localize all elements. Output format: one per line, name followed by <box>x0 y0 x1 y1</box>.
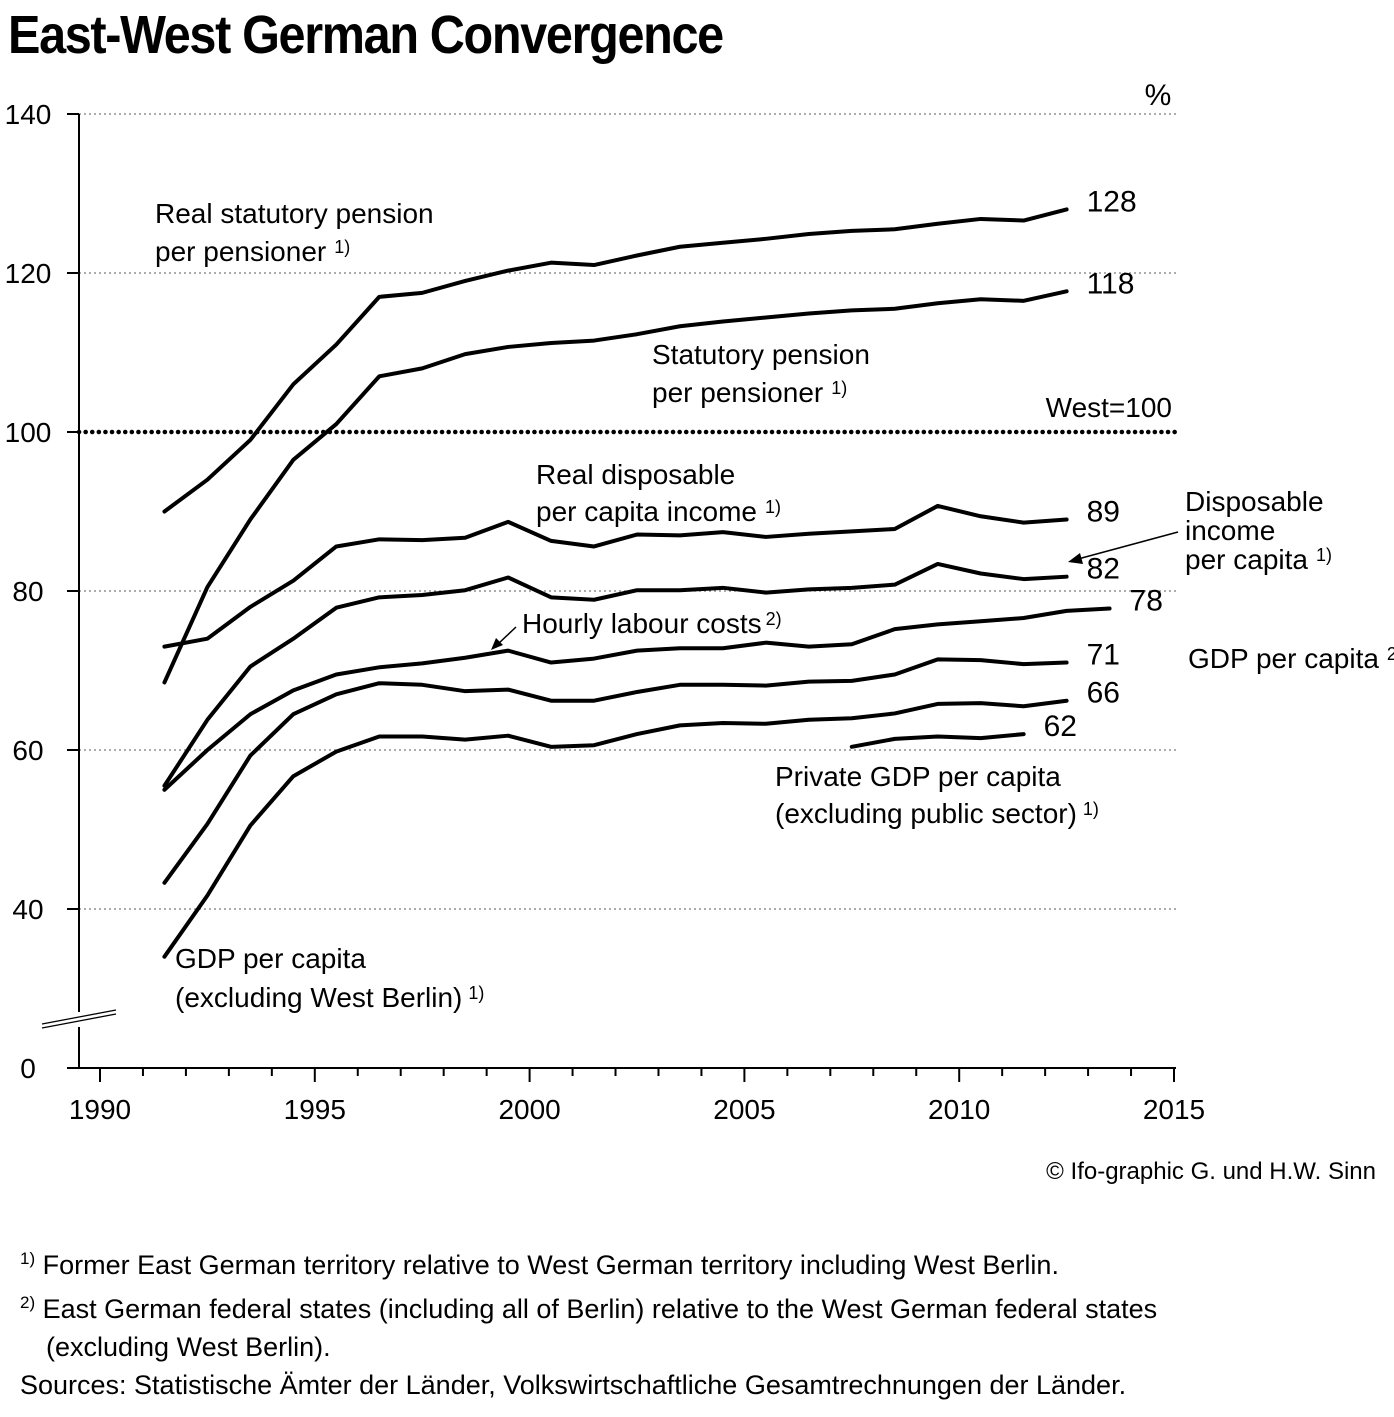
y-tick-label: 60 <box>12 735 43 766</box>
end-label-private-gdp-per-capita-excluding-public-sector: 62 <box>1044 710 1077 743</box>
y-tick-label: 100 <box>5 417 52 448</box>
arrow-hourly-head <box>491 638 503 650</box>
sources: Sources: Statistische Ämter der Länder, … <box>20 1370 1127 1400</box>
series-line-real-statutory-pension-per-pensioner <box>162 207 1069 514</box>
x-axis-ticks: 1990 1995 2000 2005 2010 2015 <box>69 1068 1205 1125</box>
series-annotations: Real statutory pension per pensioner 1) S… <box>155 198 1394 1013</box>
footnote-marker: 1) <box>334 237 350 257</box>
axis-break-mark-upper <box>41 1009 117 1025</box>
annotation-disposable-2: income <box>1185 515 1275 546</box>
footnote-1: 1) Former East German territory relative… <box>20 1249 1059 1280</box>
end-label-statutory-pension-per-pensioner: 118 <box>1087 267 1135 300</box>
series-end-labels: 128 118 89 82 78 71 66 62 <box>1044 185 1163 743</box>
annotation-disposable-3: per capita 1) <box>1185 544 1332 575</box>
y-tick-label: 140 <box>5 99 52 130</box>
annotation-disposable: Disposable <box>1185 486 1324 517</box>
arrow-disposable-head <box>1068 553 1083 564</box>
footnotes: 1) Former East German territory relative… <box>20 1240 1380 1404</box>
footnote-marker: 1) <box>831 378 847 398</box>
series-line-statutory-pension-per-pensioner <box>162 289 1069 685</box>
end-label-gdp-per-capita-excluding-west-berlin: 66 <box>1087 677 1120 710</box>
annotation-pension-2: per pensioner 1) <box>652 377 847 408</box>
axes <box>41 114 1176 1069</box>
y-unit-label: % <box>1145 79 1172 112</box>
annotation-real-pension: Real statutory pension <box>155 198 434 229</box>
chart-title: East-West German Convergence <box>8 5 724 65</box>
annotation-real-pension-2: per pensioner 1) <box>155 236 350 267</box>
y-tick-label: 120 <box>5 258 52 289</box>
data-series <box>162 207 1112 959</box>
x-tick-label: 2010 <box>928 1094 990 1125</box>
x-tick-label: 2000 <box>498 1094 560 1125</box>
y-tick-label: 0 <box>20 1053 36 1084</box>
footnote-marker: 1) <box>1083 799 1099 819</box>
y-tick-label: 40 <box>12 894 43 925</box>
copyright-credit: © Ifo-graphic G. und H.W. Sinn <box>1046 1158 1376 1185</box>
footnote-marker: 2) <box>1387 644 1394 664</box>
y-tick-label: 80 <box>12 576 43 607</box>
end-label-gdp-per-capita: 71 <box>1087 639 1120 672</box>
x-tick-label: 2015 <box>1143 1094 1205 1125</box>
footnote-2: 2) East German federal states (including… <box>20 1293 1158 1324</box>
annotation-gdp-excl-west-berlin-2: (excluding West Berlin) 1) <box>175 982 484 1013</box>
axis-break-mark-lower <box>41 1013 117 1029</box>
annotation-pension: Statutory pension <box>652 339 870 370</box>
footnote-2-continued: (excluding West Berlin). <box>46 1332 331 1362</box>
footnote-marker: 1) <box>765 497 781 517</box>
footnote-marker: 1) <box>468 983 484 1003</box>
series-line-gdp-per-capita <box>162 657 1069 885</box>
line-chart: 0 40 60 80 100 120 140 1990 1995 2000 2005 2010 201… <box>5 79 1394 1185</box>
end-label-hourly-labour-costs: 78 <box>1130 584 1163 617</box>
annotation-gdp-excl-west-berlin: GDP per capita <box>175 943 366 974</box>
annotation-hourly-labour: Hourly labour costs 2) <box>522 608 782 639</box>
arrow-disposable-line <box>1077 531 1179 560</box>
reference-line-label: West=100 <box>1046 392 1172 423</box>
end-label-disposable-income-per-capita: 82 <box>1087 553 1120 586</box>
footnote-marker: 2) <box>766 609 782 629</box>
annotation-private-gdp-2: (excluding public sector) 1) <box>775 798 1099 829</box>
end-label-real-statutory-pension-per-pensioner: 128 <box>1087 185 1137 218</box>
y-axis-ticks: 0 40 60 80 100 120 140 <box>5 99 79 1084</box>
x-tick-label: 1995 <box>284 1094 346 1125</box>
end-label-real-disposable-per-capita-income: 89 <box>1087 495 1120 528</box>
series-line-gdp-per-capita-excluding-west-berlin <box>162 698 1069 959</box>
series-line-real-disposable-per-capita-income <box>162 503 1069 649</box>
x-tick-label: 2005 <box>713 1094 775 1125</box>
arrow-hourly-line <box>497 626 517 645</box>
series-line-private-gdp-per-capita-excluding-public-sector <box>849 732 1026 749</box>
annotation-private-gdp: Private GDP per capita <box>775 761 1061 792</box>
annotation-real-disposable: Real disposable <box>536 459 735 490</box>
series-line-hourly-labour-costs <box>162 606 1112 792</box>
footnote-marker: 1) <box>1316 545 1332 565</box>
annotation-real-disposable-2: per capita income 1) <box>536 496 781 527</box>
x-tick-label: 1990 <box>69 1094 131 1125</box>
series-line-disposable-income-per-capita <box>162 561 1069 788</box>
